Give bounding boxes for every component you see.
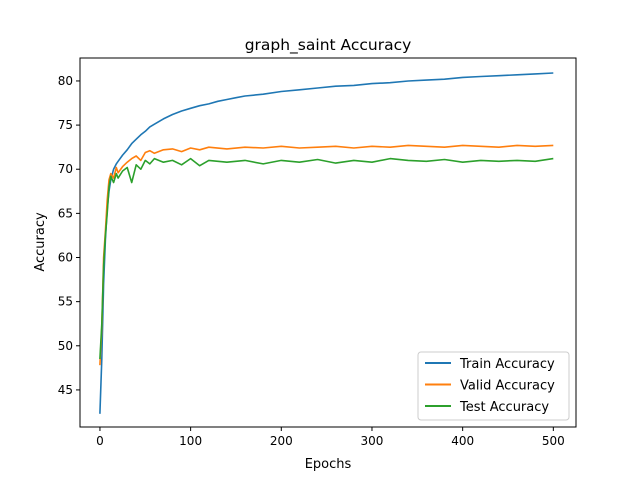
x-tick-label: 400 xyxy=(451,434,474,448)
x-tick-label: 100 xyxy=(179,434,202,448)
x-tick-label: 500 xyxy=(542,434,565,448)
x-axis-label: Epochs xyxy=(305,457,352,472)
series-line-2 xyxy=(99,144,554,366)
legend-box xyxy=(417,351,570,421)
y-tick-label: 50 xyxy=(58,339,73,353)
legend: Train Accuracy Valid Accuracy Test Accurac… xyxy=(417,351,570,421)
legend-entry: Test Accuracy xyxy=(459,400,549,415)
series-line-1 xyxy=(99,72,554,414)
chart-title: graph_saint Accuracy xyxy=(245,36,412,55)
series-lines xyxy=(99,72,554,414)
y-tick-label: 80 xyxy=(58,74,73,88)
x-axis: 0 100 200 300 400 500 xyxy=(96,427,565,448)
plot-frame xyxy=(79,57,577,428)
legend-entry: Valid Accuracy xyxy=(460,379,555,394)
legend-entry: Train Accuracy xyxy=(459,357,555,372)
y-tick-label: 55 xyxy=(58,295,73,309)
y-axis-label: Accuracy xyxy=(33,212,48,272)
series-line-3 xyxy=(99,157,554,360)
x-tick-label: 200 xyxy=(270,434,293,448)
x-tick-label: 300 xyxy=(361,434,384,448)
y-tick-label: 75 xyxy=(58,118,73,132)
y-tick-label: 70 xyxy=(58,162,73,176)
y-axis: 45 50 55 60 65 70 75 80 xyxy=(58,74,80,397)
x-tick-label: 0 xyxy=(96,434,104,448)
y-tick-label: 65 xyxy=(58,206,73,220)
y-tick-label: 45 xyxy=(58,383,73,397)
y-tick-label: 60 xyxy=(58,251,73,265)
